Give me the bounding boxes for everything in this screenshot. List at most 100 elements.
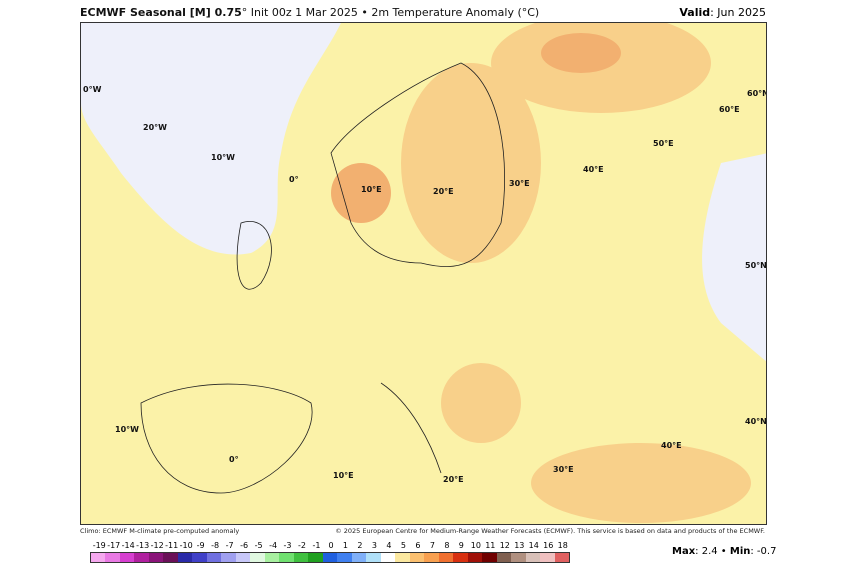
colorbar-tick-label: -3 <box>283 541 292 550</box>
colorbar-swatch <box>337 553 352 562</box>
colorbar-swatch <box>279 553 294 562</box>
colorbar-swatch <box>409 553 425 562</box>
colorbar-tick-label: -5 <box>254 541 263 550</box>
colorbar-swatch <box>192 553 207 562</box>
colorbar-tick-label: -4 <box>269 541 278 550</box>
colorbar-swatch <box>351 553 367 562</box>
valid-value: : Jun 2025 <box>710 6 766 19</box>
colorbar-tick-label: -14 <box>121 541 135 550</box>
colorbar-swatch <box>540 553 555 562</box>
graticule-label: 10°E <box>361 185 382 194</box>
colorbar-swatch <box>308 553 323 562</box>
colorbar-swatch <box>148 553 164 562</box>
colorbar-tick-label: -9 <box>196 541 205 550</box>
max-label: Max <box>672 546 696 557</box>
copyright: © 2025 European Centre for Medium-Range … <box>335 527 765 535</box>
graticule-label: 30°E <box>509 179 530 188</box>
colorbar-swatch <box>366 553 381 562</box>
colorbar-tick-label: 5 <box>400 541 406 550</box>
colorbar-tick-label: 10 <box>470 541 481 550</box>
colorbar-tick-label: 13 <box>514 541 525 550</box>
graticule-label: 20°E <box>433 187 454 196</box>
colorbar-swatch <box>322 553 338 562</box>
graticule-label: 40°N <box>745 417 767 426</box>
colorbar-tick-label: -13 <box>136 541 150 550</box>
warm-norway <box>331 163 391 223</box>
colorbar-tick-label: -10 <box>179 541 193 550</box>
colorbar-tick-label: 12 <box>499 541 510 550</box>
cool-east <box>702 153 766 362</box>
warm-scandinavia <box>401 63 541 263</box>
graticule-label: 20°W <box>143 123 167 132</box>
sea-anomaly-neutral <box>81 23 341 255</box>
colorbar-swatch <box>177 553 193 562</box>
colorbar-tick-label: -1 <box>312 541 321 550</box>
graticule-label: 50°N <box>745 261 767 270</box>
colorbar-tick-label: 8 <box>444 541 450 550</box>
min-label: Min <box>729 546 751 557</box>
model-name: ECMWF Seasonal [M] 0.75 <box>80 6 242 19</box>
colorbar-tick-label: -11 <box>165 541 179 550</box>
colorbar-swatch <box>424 553 439 562</box>
warm-core <box>541 33 621 73</box>
graticule-label: 40°E <box>583 165 604 174</box>
colorbar-tick-label: -2 <box>298 541 307 550</box>
graticule-label: 10°E <box>333 471 354 480</box>
colorbar-tick-label: -6 <box>240 541 249 550</box>
colorbar-tick-label: 18 <box>557 541 568 550</box>
colorbar-swatch <box>453 553 468 562</box>
colorbar-swatch <box>163 553 178 562</box>
colorbar-tick-label: 14 <box>528 541 539 550</box>
valid-date: Valid: Jun 2025 <box>679 6 766 19</box>
colorbar-swatch <box>91 553 106 562</box>
colorbar-tick-label: -12 <box>150 541 164 550</box>
graticule-label: 0°W <box>83 85 102 94</box>
colorbar-tick-label: 16 <box>543 541 554 550</box>
graticule-label: 10°W <box>115 425 139 434</box>
colorbar-tick-label: 7 <box>429 541 435 550</box>
colorbar-swatch <box>554 553 569 562</box>
colorbar <box>90 552 570 563</box>
graticule-label: 10°W <box>211 153 235 162</box>
graticule-label: 60°N <box>747 89 767 98</box>
colorbar-ticks: -19 -17 -14 -13 -12 -11 -10 -9 -8 -7 -6 -5 -4 -3 -2 -1 0… <box>92 541 570 550</box>
colorbar-swatch <box>221 553 236 562</box>
warm-balkans <box>441 363 521 443</box>
colorbar-tick-label: 3 <box>371 541 377 550</box>
colorbar-swatch <box>119 553 135 562</box>
colorbar-swatch <box>525 553 541 562</box>
colorbar-tick-label: 6 <box>415 541 421 550</box>
colorbar-tick-label: -7 <box>225 541 234 550</box>
colorbar-tick-label: 4 <box>386 541 392 550</box>
graticule-label: 20°E <box>443 475 464 484</box>
colorbar-swatch <box>511 553 526 562</box>
graticule-label: 50°E <box>653 139 674 148</box>
graticule-label: 60°E <box>719 105 740 114</box>
colorbar-tick-label: -19 <box>92 541 106 550</box>
graticule-label: 40°E <box>661 441 682 450</box>
colorbar-tick-label: 11 <box>485 541 496 550</box>
anomaly-map: 0°W 20°W 10°W 0° 10°E 20°E 30°E 40°E 50°E 60°E 60°… <box>80 22 767 525</box>
init-info: Init 00z 1 Mar 2025 • 2m Temperature Ano… <box>247 6 540 19</box>
colorbar-swatch <box>235 553 251 562</box>
colorbar-tick-label: 0 <box>328 541 334 550</box>
deg: ° <box>241 6 248 19</box>
valid-label: Valid <box>679 6 711 19</box>
coastlines <box>140 62 505 494</box>
colorbar-swatch <box>438 553 454 562</box>
colorbar-tick-label: -17 <box>107 541 121 550</box>
colorbar-swatch <box>206 553 222 562</box>
colorbar-swatch <box>250 553 265 562</box>
warm-turkey <box>531 443 751 523</box>
map-title: ECMWF Seasonal [M] 0.75° Init 00z 1 Mar … <box>80 6 539 19</box>
colorbar-swatch <box>482 553 497 562</box>
graticule-label: 0° <box>289 175 299 184</box>
colorbar-swatch <box>105 553 120 562</box>
colorbar-tick-label: 1 <box>342 541 349 550</box>
colorbar-swatch <box>134 553 149 562</box>
max-min: Max: 2.4 • Min: -0.7 <box>672 546 776 557</box>
colorbar-tick-label: 2 <box>357 541 363 550</box>
colorbar-swatch <box>467 553 483 562</box>
min-value: : -0.7 <box>750 546 777 557</box>
colorbar-tick-label: 9 <box>458 541 464 550</box>
